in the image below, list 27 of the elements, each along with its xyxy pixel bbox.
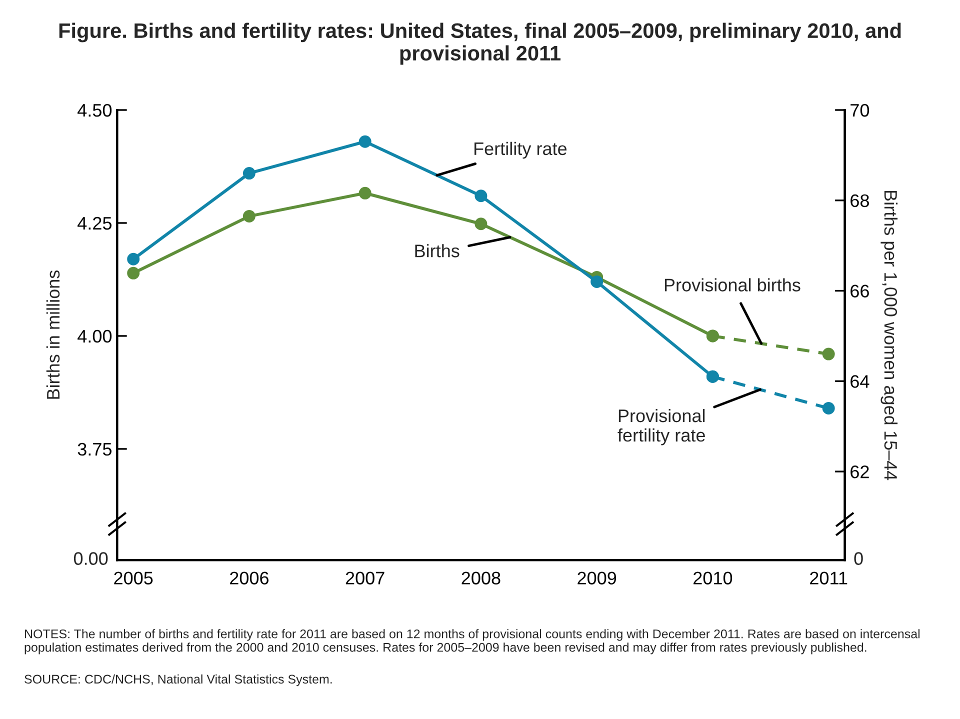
x-tick-label: 2008: [462, 572, 500, 584]
x-tick-label: 2007: [346, 572, 384, 584]
y-tick-label: 4.00: [78, 330, 112, 343]
source-note: SOURCE: CDC/NCHS, National Vital Statistics System.: [24, 674, 332, 686]
text: NOTES: The number of births and fertility rate for 2011 are based on 12 months of provisional counts ending with December 2011. Rates are based on intercensal population estimates derived from the 2000 and 2010 censuses. Rates for 2005–2009 have been revised and may differ from rates previously published.: [24, 629, 920, 654]
text: 0: [854, 552, 863, 565]
y2-tick-label: 70: [850, 104, 870, 117]
text: 0.00: [74, 552, 108, 565]
x-tick-label: 2006: [230, 572, 269, 584]
y-tick-label: 3.75: [78, 442, 112, 456]
y2-tick-label: 66: [850, 284, 869, 298]
x-tick-label: 2010: [694, 572, 732, 584]
text: Provisional births: [664, 278, 800, 292]
x-tick-label: 2011: [810, 572, 848, 584]
y-tick-label: 4.50: [78, 104, 112, 117]
y2-tick-label: 68: [850, 194, 869, 208]
y-axis-title: Births in millions: [46, 270, 60, 399]
series-label: Fertility rate: [474, 142, 567, 159]
y-tick-label: 4.25: [78, 216, 112, 230]
chart-title: Figure. Births and fertility rates: United States, final 2005–2009, preliminary 2010, and provisional 2011: [59, 22, 901, 65]
x-tick-label: 2009: [578, 572, 616, 584]
y2-axis-title: Births per 1,000 women aged 15–44: [880, 191, 898, 480]
x-tick-label: 2005: [114, 572, 153, 584]
y2-tick-label: 64: [850, 375, 870, 388]
y2-tick-label: 62: [850, 465, 869, 478]
series-label: Provisional fertility rate: [618, 408, 705, 446]
series-label: Births: [415, 244, 460, 258]
